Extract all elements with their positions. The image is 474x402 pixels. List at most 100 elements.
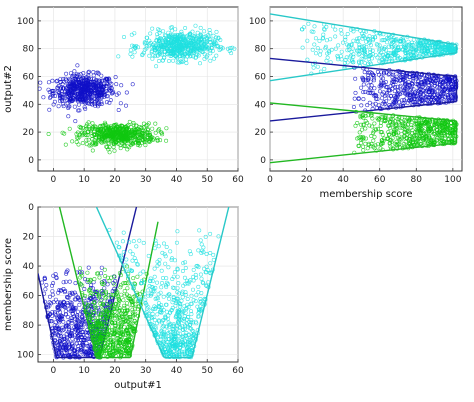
data-point [143, 137, 148, 142]
data-point [398, 85, 403, 90]
data-point [121, 298, 126, 303]
data-point [66, 89, 71, 94]
y-tick-label: 60 [255, 72, 267, 82]
data-point [126, 331, 131, 336]
data-point [90, 125, 95, 130]
data-point [425, 48, 430, 53]
data-point [357, 51, 362, 56]
data-point [367, 100, 372, 105]
y-tick-label: 20 [23, 128, 35, 138]
data-point [106, 147, 111, 152]
data-point [67, 126, 72, 131]
data-point [162, 332, 167, 337]
data-point [445, 120, 450, 125]
data-point [106, 348, 111, 353]
data-point [111, 145, 116, 150]
data-point [131, 239, 136, 244]
data-point [66, 307, 71, 312]
data-point [159, 130, 164, 135]
data-point [175, 229, 180, 234]
data-point [167, 296, 172, 301]
data-point [117, 127, 122, 132]
data-point [168, 25, 173, 30]
data-point [155, 32, 160, 37]
data-point [396, 88, 401, 93]
data-point [70, 336, 75, 341]
data-point [174, 53, 179, 58]
data-point [119, 323, 124, 328]
y-tick-label: 40 [23, 100, 35, 110]
data-point [75, 63, 80, 68]
data-point [131, 299, 136, 304]
data-point [200, 248, 205, 253]
data-point [87, 95, 92, 100]
data-point [349, 49, 354, 54]
data-point [175, 36, 180, 41]
data-point [434, 138, 439, 143]
x-axis-label: output#1 [114, 380, 162, 391]
data-point [320, 36, 325, 41]
data-point [159, 305, 164, 310]
data-point [228, 46, 233, 51]
data-point [194, 321, 199, 326]
data-point [313, 51, 318, 56]
data-point [199, 37, 204, 42]
data-point [191, 287, 196, 292]
data-point [105, 94, 110, 99]
data-point [365, 120, 370, 125]
data-point [391, 83, 396, 88]
data-point [85, 270, 90, 275]
data-point [146, 133, 151, 138]
data-point [38, 86, 42, 91]
data-point [121, 330, 126, 335]
data-point [157, 304, 162, 309]
data-point [165, 47, 170, 52]
data-point [386, 44, 391, 49]
data-point [84, 133, 89, 138]
bound-line [270, 102, 457, 122]
data-point [69, 321, 74, 326]
data-point [324, 38, 329, 43]
data-point [411, 53, 416, 58]
data-point [133, 302, 138, 307]
data-point [158, 138, 163, 143]
data-point [75, 97, 80, 102]
data-point [127, 322, 132, 327]
data-point [95, 271, 100, 276]
data-point [181, 53, 186, 58]
data-point [188, 252, 193, 257]
data-point [95, 340, 100, 345]
data-point [43, 287, 48, 292]
data-point [358, 122, 363, 127]
data-point [405, 129, 410, 134]
data-point [191, 34, 196, 39]
data-point [434, 97, 439, 102]
data-point [349, 59, 354, 64]
data-point [366, 76, 371, 81]
data-point [77, 340, 82, 345]
data-point [60, 98, 65, 103]
data-point [414, 97, 419, 102]
data-point [100, 350, 105, 355]
data-point [395, 48, 400, 53]
data-point [183, 260, 188, 265]
data-point [122, 142, 127, 147]
data-point [367, 123, 372, 128]
data-point [177, 351, 182, 356]
data-point [379, 74, 384, 79]
data-point [124, 281, 129, 286]
data-point [383, 80, 388, 85]
data-point [111, 292, 116, 297]
data-point [117, 306, 122, 311]
data-point [180, 295, 185, 300]
data-point [152, 304, 157, 309]
data-point [107, 278, 112, 283]
data-point [113, 323, 118, 328]
data-point [147, 137, 152, 142]
data-point [379, 140, 384, 145]
data-point [173, 27, 178, 32]
data-point [120, 332, 125, 337]
data-point [389, 38, 394, 43]
data-point [382, 101, 387, 106]
